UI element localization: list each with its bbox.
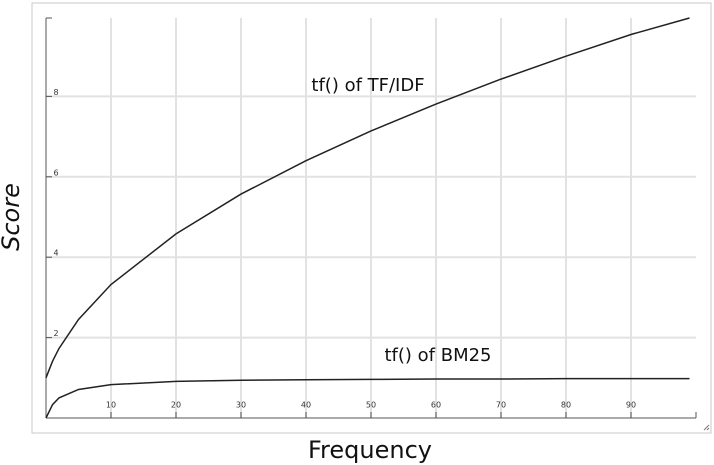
x-tick-label: 30: [236, 401, 246, 410]
x-tick-label: 80: [561, 401, 571, 410]
x-tick-label: 90: [626, 401, 636, 410]
x-tick-label: 20: [171, 401, 181, 410]
x-tick-label: 40: [301, 401, 311, 410]
x-tick-label: 70: [496, 401, 506, 410]
y-tick-label: 2: [53, 329, 58, 338]
line-series: [45, 17, 690, 379]
x-tick-label: 10: [106, 401, 116, 410]
line-series: [45, 377, 690, 419]
y-tick-label: 8: [53, 88, 58, 97]
annotation: tf() of TF/IDF: [311, 75, 424, 96]
x-tick-label: 60: [431, 401, 441, 410]
y-tick-label: 6: [53, 168, 58, 177]
x-axis-label: Frequency: [308, 436, 432, 464]
resize-grip[interactable]: [703, 424, 710, 431]
y-axis-label: Score: [0, 183, 25, 251]
y-tick-label: 4: [53, 249, 58, 258]
annotation: tf() of BM25: [384, 345, 491, 366]
x-tick-label: 50: [366, 401, 376, 410]
